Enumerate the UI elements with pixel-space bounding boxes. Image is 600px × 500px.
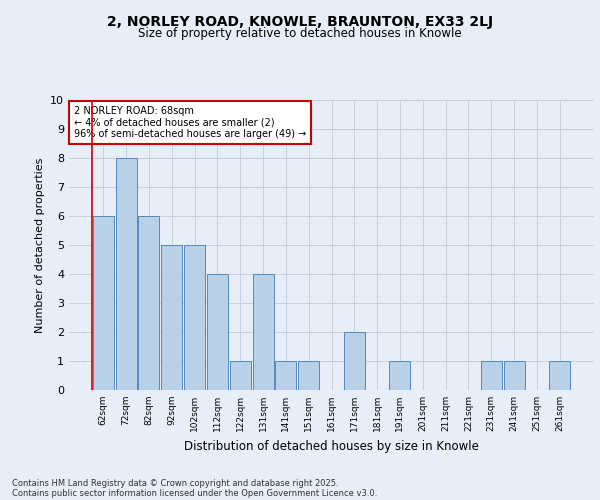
Bar bbox=[503, 361, 524, 390]
Bar bbox=[298, 361, 319, 390]
Bar bbox=[253, 274, 274, 390]
Bar bbox=[161, 245, 182, 390]
Y-axis label: Number of detached properties: Number of detached properties bbox=[35, 158, 44, 332]
Bar bbox=[549, 361, 570, 390]
Bar bbox=[139, 216, 160, 390]
Bar bbox=[184, 245, 205, 390]
Bar bbox=[344, 332, 365, 390]
Bar bbox=[275, 361, 296, 390]
Text: Contains HM Land Registry data © Crown copyright and database right 2025.: Contains HM Land Registry data © Crown c… bbox=[12, 478, 338, 488]
Text: 2 NORLEY ROAD: 68sqm
← 4% of detached houses are smaller (2)
96% of semi-detache: 2 NORLEY ROAD: 68sqm ← 4% of detached ho… bbox=[74, 106, 307, 139]
Bar bbox=[207, 274, 228, 390]
Bar bbox=[230, 361, 251, 390]
Text: Size of property relative to detached houses in Knowle: Size of property relative to detached ho… bbox=[138, 28, 462, 40]
Bar bbox=[93, 216, 114, 390]
Text: Contains public sector information licensed under the Open Government Licence v3: Contains public sector information licen… bbox=[12, 488, 377, 498]
Bar bbox=[481, 361, 502, 390]
X-axis label: Distribution of detached houses by size in Knowle: Distribution of detached houses by size … bbox=[184, 440, 479, 452]
Bar bbox=[389, 361, 410, 390]
Bar bbox=[116, 158, 137, 390]
Text: 2, NORLEY ROAD, KNOWLE, BRAUNTON, EX33 2LJ: 2, NORLEY ROAD, KNOWLE, BRAUNTON, EX33 2… bbox=[107, 15, 493, 29]
